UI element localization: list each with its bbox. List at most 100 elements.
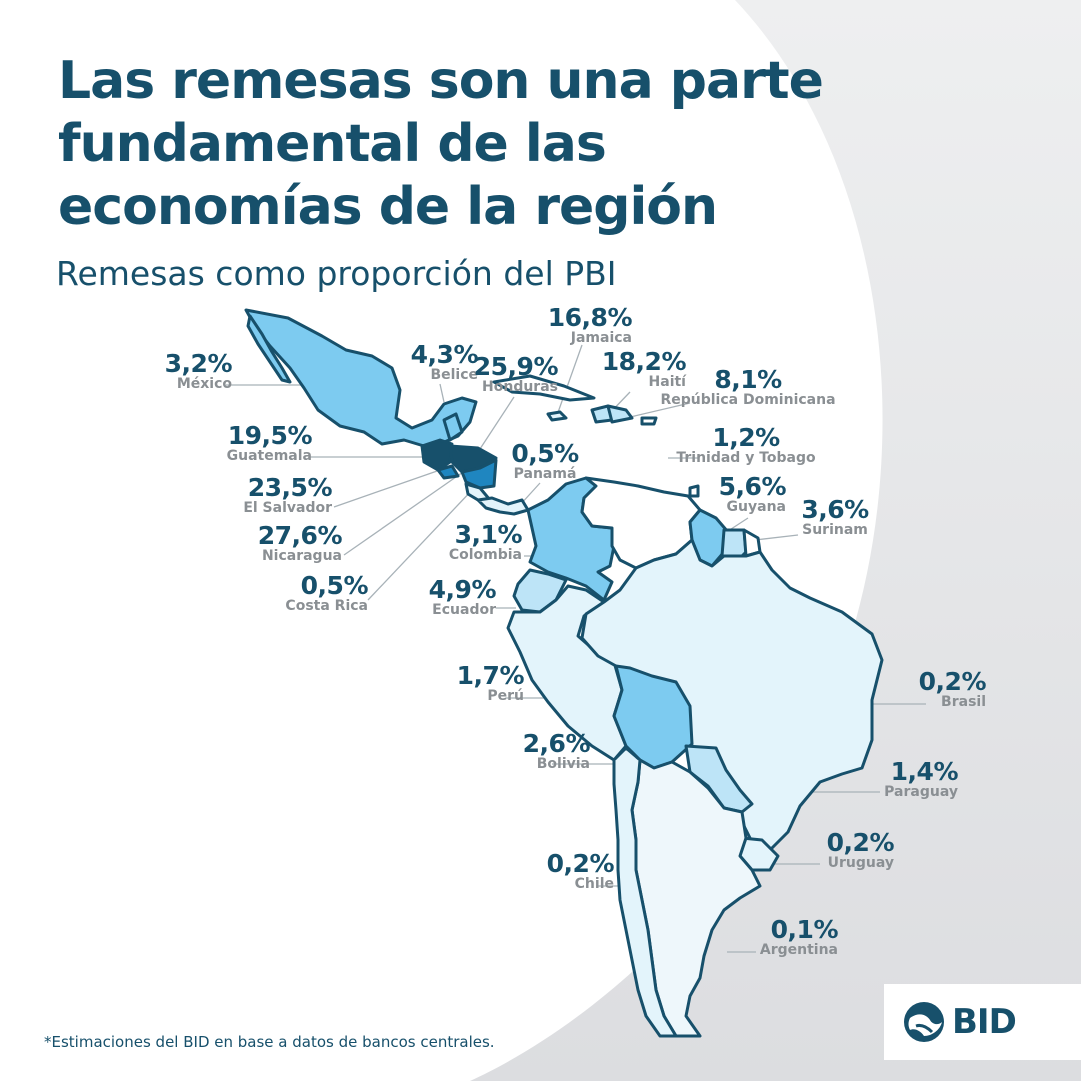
- page-title: Las remesas son una parte fundamental de…: [58, 50, 824, 239]
- page-subtitle: Remesas como proporción del PBI: [56, 254, 617, 293]
- label-honduras: 25,9% Honduras: [460, 352, 559, 395]
- country-trinidad: [688, 484, 700, 498]
- name-surinam: Surinam: [802, 522, 868, 538]
- name-bolivia: Bolivia: [536, 756, 590, 772]
- label-dominicana: 8,1% República Dominicana: [648, 366, 848, 408]
- value-honduras: 25,9%: [473, 352, 559, 381]
- label-haiti: 18,2% Haití: [578, 347, 687, 390]
- value-surinam: 3,6%: [801, 495, 869, 524]
- name-uruguay: Uruguay: [827, 855, 894, 871]
- name-haiti: Haití: [648, 374, 686, 390]
- leader-surinam: [754, 534, 799, 541]
- country-dominicana: [606, 404, 634, 424]
- name-honduras: Honduras: [482, 379, 558, 395]
- name-ecuador: Ecuador: [432, 602, 496, 618]
- value-ecuador: 4,9%: [428, 575, 497, 604]
- bid-logo-text: BID: [952, 1002, 1017, 1042]
- leader-costarica: [367, 487, 475, 601]
- label-guyana: 5,6% Guyana: [690, 472, 787, 515]
- name-chile: Chile: [574, 876, 614, 892]
- label-nicaragua: 27,6% Nicaragua: [236, 521, 343, 564]
- value-elsalvador: 23,5%: [247, 473, 333, 502]
- name-trinidad: Trinidad y Tobago: [676, 450, 816, 466]
- value-panama: 0,5%: [511, 439, 579, 468]
- bid-logo: BID: [884, 984, 1081, 1060]
- footnote: *Estimaciones del BID en base a datos de…: [44, 1033, 495, 1051]
- value-mexico: 3,2%: [164, 349, 233, 378]
- title-line-3: economías de la región: [58, 177, 718, 237]
- country-chile: [612, 746, 678, 1038]
- country-guatemala: [420, 438, 454, 472]
- name-argentina: Argentina: [759, 942, 838, 958]
- label-belice: 4,3% Belice: [380, 340, 479, 383]
- label-surinam: 3,6% Surinam: [790, 496, 880, 538]
- name-colombia: Colombia: [448, 547, 522, 563]
- value-haiti: 18,2%: [601, 347, 687, 376]
- value-costarica: 0,5%: [300, 571, 369, 600]
- label-bolivia: 2,6% Bolivia: [494, 729, 591, 772]
- value-brasil: 0,2%: [918, 667, 987, 696]
- name-costarica: Costa Rica: [285, 598, 368, 614]
- value-uruguay: 0,2%: [826, 828, 895, 857]
- countries: [244, 308, 884, 1038]
- title-line-2: fundamental de las: [58, 114, 607, 174]
- name-guyana: Guyana: [726, 499, 786, 515]
- label-colombia: 3,1% Colombia: [424, 520, 523, 563]
- value-paraguay: 1,4%: [890, 757, 959, 786]
- country-cuba: [492, 374, 596, 402]
- leader-nicaragua: [343, 469, 467, 556]
- country-elsalvador: [436, 464, 460, 480]
- value-belice: 4,3%: [410, 340, 479, 369]
- country-nicaragua: [460, 458, 498, 490]
- country-mexico: [244, 308, 478, 448]
- bid-globe-icon: [904, 1002, 944, 1042]
- value-peru: 1,7%: [456, 661, 525, 690]
- leader-honduras: [477, 396, 515, 453]
- label-paraguay: 1,4% Paraguay: [860, 758, 958, 800]
- name-panama: Panamá: [513, 466, 577, 482]
- value-bolivia: 2,6%: [522, 729, 591, 758]
- value-colombia: 3,1%: [454, 520, 523, 549]
- label-peru: 1,7% Perú: [430, 661, 525, 704]
- label-jamaica: 16,8% Jamaica: [524, 303, 633, 346]
- leader-dominicana: [625, 402, 691, 419]
- country-puertorico: [640, 416, 658, 426]
- name-mexico: México: [176, 376, 232, 392]
- value-guatemala: 19,5%: [227, 421, 313, 450]
- label-trinidad: 1,2% Trinidad y Tobago: [666, 424, 826, 466]
- name-brasil: Brasil: [941, 694, 986, 710]
- value-trinidad: 1,2%: [712, 423, 780, 452]
- name-nicaragua: Nicaragua: [261, 548, 342, 564]
- leader-elsalvador: [333, 469, 441, 508]
- label-costarica: 0,5% Costa Rica: [262, 572, 368, 614]
- name-jamaica: Jamaica: [570, 330, 632, 346]
- name-belice: Belice: [430, 367, 478, 383]
- leader-belice: [439, 383, 445, 403]
- label-ecuador: 4,9% Ecuador: [404, 575, 497, 618]
- country-jamaica: [546, 410, 568, 422]
- value-nicaragua: 27,6%: [257, 521, 343, 550]
- country-panama: [476, 496, 530, 516]
- country-belice: [442, 412, 464, 442]
- title-line-1: Las remesas son una parte: [58, 51, 824, 111]
- value-guyana: 5,6%: [718, 472, 787, 501]
- label-elsalvador: 23,5% El Salvador: [218, 474, 332, 516]
- name-peru: Perú: [487, 688, 524, 704]
- value-chile: 0,2%: [546, 849, 615, 878]
- country-mexico-baja: [246, 314, 292, 384]
- label-argentina: 0,1% Argentina: [738, 915, 839, 958]
- label-brasil: 0,2% Brasil: [888, 667, 987, 710]
- name-dominicana: República Dominicana: [660, 392, 836, 408]
- name-paraguay: Paraguay: [884, 784, 958, 800]
- value-argentina: 0,1%: [770, 915, 839, 944]
- leader-jamaica: [555, 344, 583, 419]
- value-jamaica: 16,8%: [547, 303, 633, 332]
- label-mexico: 3,2% México: [140, 349, 233, 392]
- value-dominicana: 8,1%: [714, 365, 782, 394]
- label-uruguay: 0,2% Uruguay: [798, 828, 895, 871]
- name-guatemala: Guatemala: [226, 448, 312, 464]
- label-chile: 0,2% Chile: [518, 849, 615, 892]
- name-elsalvador: El Salvador: [243, 500, 332, 516]
